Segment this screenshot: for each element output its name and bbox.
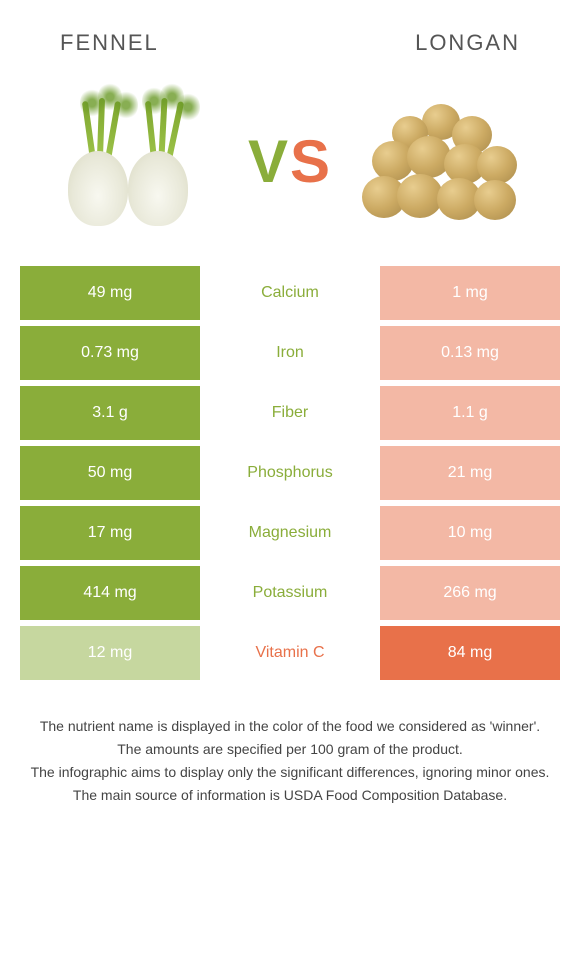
nutrient-value-right: 84 mg	[380, 626, 560, 680]
nutrient-row: 0.73 mgIron0.13 mg	[20, 326, 560, 380]
nutrient-value-right: 1.1 g	[380, 386, 560, 440]
footer-line: The infographic aims to display only the…	[30, 762, 550, 783]
nutrient-row: 17 mgMagnesium10 mg	[20, 506, 560, 560]
food-image-fennel	[58, 86, 228, 236]
nutrient-value-left: 12 mg	[20, 626, 200, 680]
food-title-left: FENNEL	[60, 30, 159, 56]
vs-s: S	[290, 128, 332, 195]
header: FENNEL LONGAN	[0, 0, 580, 66]
nutrient-row: 49 mgCalcium1 mg	[20, 266, 560, 320]
nutrient-label: Phosphorus	[200, 446, 380, 500]
vs-v: V	[248, 128, 290, 195]
footer-notes: The nutrient name is displayed in the co…	[0, 686, 580, 806]
nutrient-label: Calcium	[200, 266, 380, 320]
food-title-right: LONGAN	[415, 30, 520, 56]
nutrient-label: Iron	[200, 326, 380, 380]
nutrient-value-left: 414 mg	[20, 566, 200, 620]
nutrient-value-left: 0.73 mg	[20, 326, 200, 380]
nutrient-table: 49 mgCalcium1 mg 0.73 mgIron0.13 mg 3.1 gF…	[0, 266, 580, 680]
footer-line: The nutrient name is displayed in the co…	[30, 716, 550, 737]
footer-line: The amounts are specified per 100 gram o…	[30, 739, 550, 760]
nutrient-label: Magnesium	[200, 506, 380, 560]
nutrient-label: Potassium	[200, 566, 380, 620]
nutrient-value-left: 49 mg	[20, 266, 200, 320]
nutrient-row: 12 mgVitamin C84 mg	[20, 626, 560, 680]
nutrient-value-right: 1 mg	[380, 266, 560, 320]
nutrient-row: 414 mgPotassium266 mg	[20, 566, 560, 620]
nutrient-value-left: 3.1 g	[20, 386, 200, 440]
vs-label: VS	[248, 127, 332, 196]
nutrient-label: Fiber	[200, 386, 380, 440]
nutrient-label: Vitamin C	[200, 626, 380, 680]
nutrient-value-right: 266 mg	[380, 566, 560, 620]
nutrient-row: 3.1 gFiber1.1 g	[20, 386, 560, 440]
hero: VS	[0, 66, 580, 266]
nutrient-value-right: 21 mg	[380, 446, 560, 500]
nutrient-value-right: 10 mg	[380, 506, 560, 560]
nutrient-value-right: 0.13 mg	[380, 326, 560, 380]
nutrient-row: 50 mgPhosphorus21 mg	[20, 446, 560, 500]
food-image-longan	[352, 86, 522, 236]
nutrient-value-left: 17 mg	[20, 506, 200, 560]
footer-line: The main source of information is USDA F…	[30, 785, 550, 806]
nutrient-value-left: 50 mg	[20, 446, 200, 500]
